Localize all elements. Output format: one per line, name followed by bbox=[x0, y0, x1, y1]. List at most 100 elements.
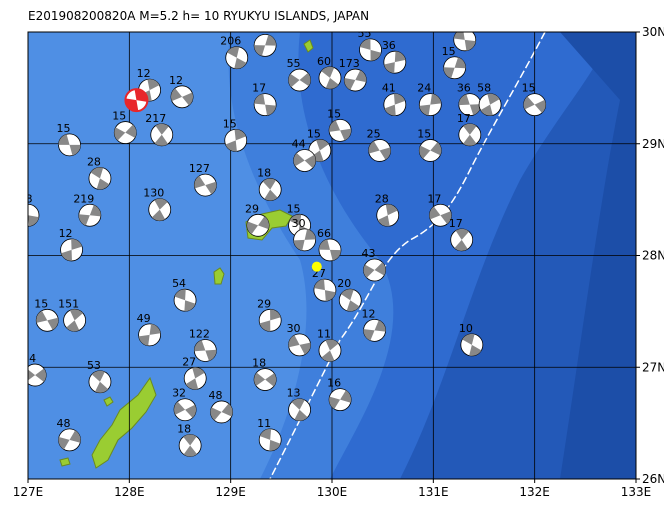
depth-label: 41 bbox=[382, 82, 396, 95]
compression-quadrant bbox=[69, 309, 83, 321]
compression-quadrant bbox=[355, 70, 367, 83]
compression-quadrant bbox=[454, 57, 466, 69]
compression-quadrant bbox=[341, 289, 354, 301]
depth-label: 12 bbox=[169, 74, 183, 87]
event: 44 bbox=[28, 352, 47, 387]
event: 15 bbox=[57, 122, 81, 157]
x-tick-label: 132E bbox=[519, 485, 550, 499]
depth-label: 219 bbox=[73, 192, 94, 205]
depth-label: 13 bbox=[287, 387, 301, 400]
event: 17 bbox=[449, 217, 474, 252]
depth-label: 44 bbox=[292, 138, 306, 151]
depth-label: 15 bbox=[307, 127, 321, 140]
compression-quadrant bbox=[259, 320, 271, 332]
compression-quadrant bbox=[293, 152, 305, 167]
depth-label: 60 bbox=[317, 55, 331, 68]
depth-label: 206 bbox=[220, 35, 241, 48]
compression-quadrant bbox=[453, 32, 465, 40]
depth-label: 15 bbox=[34, 297, 48, 310]
depth-label: 30 bbox=[292, 217, 306, 230]
compression-quadrant bbox=[114, 127, 126, 141]
depth-label: 127 bbox=[189, 162, 210, 175]
event: 11 bbox=[257, 417, 282, 452]
compression-quadrant bbox=[28, 369, 36, 381]
compression-quadrant bbox=[259, 428, 272, 440]
compression-quadrant bbox=[192, 367, 205, 379]
depth-label: 17 bbox=[449, 217, 463, 230]
compression-quadrant bbox=[363, 264, 375, 278]
depth-label: 12 bbox=[59, 227, 73, 240]
event: 11 bbox=[317, 327, 342, 362]
compression-quadrant bbox=[185, 404, 197, 418]
event: 36 bbox=[382, 39, 407, 74]
compression-quadrant bbox=[329, 249, 341, 261]
compression-quadrant bbox=[262, 178, 276, 190]
event: 15 bbox=[417, 127, 442, 162]
depth-label: 48 bbox=[57, 417, 71, 430]
compression-quadrant bbox=[69, 430, 81, 443]
event: 122 bbox=[189, 327, 217, 362]
compression-quadrant bbox=[325, 77, 339, 89]
compression-quadrant bbox=[299, 72, 311, 87]
event: 28 bbox=[375, 192, 400, 227]
compression-quadrant bbox=[183, 445, 197, 457]
depth-label: 20 bbox=[337, 277, 351, 290]
compression-quadrant bbox=[384, 104, 396, 116]
compression-quadrant bbox=[463, 123, 477, 135]
event: 12 bbox=[59, 227, 83, 262]
compression-quadrant bbox=[393, 93, 406, 105]
compression-quadrant bbox=[288, 73, 300, 88]
compression-quadrant bbox=[95, 381, 109, 393]
depth-label: 15 bbox=[223, 117, 237, 130]
depth-label: 15 bbox=[442, 45, 456, 58]
depth-label: 15 bbox=[327, 107, 341, 120]
compression-quadrant bbox=[89, 204, 101, 217]
y-tick-label: 28N bbox=[642, 249, 664, 263]
y-tick-label: 26N bbox=[642, 472, 664, 486]
event: 226 bbox=[249, 32, 277, 57]
compression-quadrant bbox=[385, 204, 398, 216]
x-tick-label: 129E bbox=[215, 485, 246, 499]
compression-quadrant bbox=[225, 140, 237, 152]
depth-label: 32 bbox=[172, 387, 186, 400]
depth-label: 208 bbox=[12, 192, 33, 205]
compression-quadrant bbox=[429, 206, 441, 220]
compression-quadrant bbox=[154, 134, 168, 146]
compression-quadrant bbox=[155, 123, 169, 135]
compression-quadrant bbox=[147, 79, 160, 91]
compression-quadrant bbox=[66, 320, 80, 332]
compression-quadrant bbox=[254, 372, 266, 386]
compression-quadrant bbox=[184, 300, 196, 312]
x-tick-label: 127E bbox=[13, 485, 44, 499]
event: 15 bbox=[442, 45, 467, 80]
compression-quadrant bbox=[254, 93, 266, 105]
depth-label: 43 bbox=[362, 247, 376, 260]
depth-label: 122 bbox=[189, 327, 210, 340]
compression-quadrant bbox=[314, 279, 325, 291]
compression-quadrant bbox=[35, 368, 47, 382]
compression-quadrant bbox=[174, 401, 186, 415]
x-tick-label: 131E bbox=[418, 485, 449, 499]
compression-quadrant bbox=[299, 342, 311, 355]
compression-quadrant bbox=[377, 215, 390, 227]
compression-quadrant bbox=[205, 181, 217, 195]
event: 15 bbox=[522, 82, 547, 117]
event: 12 bbox=[362, 307, 386, 342]
compression-quadrant bbox=[254, 45, 266, 56]
event: 29 bbox=[257, 297, 282, 332]
depth-label: 151 bbox=[58, 297, 79, 310]
compression-quadrant bbox=[288, 335, 300, 348]
compression-quadrant bbox=[69, 144, 81, 156]
compression-quadrant bbox=[455, 228, 469, 240]
event: 18 bbox=[257, 167, 282, 201]
compression-quadrant bbox=[17, 204, 28, 215]
compression-quadrant bbox=[346, 300, 360, 312]
y-tick-label: 29N bbox=[642, 137, 664, 151]
compression-quadrant bbox=[125, 124, 137, 138]
depth-label: 55 bbox=[287, 57, 301, 70]
event: 49 bbox=[137, 312, 162, 347]
compression-quadrant bbox=[325, 339, 339, 351]
compression-quadrant bbox=[394, 51, 406, 63]
